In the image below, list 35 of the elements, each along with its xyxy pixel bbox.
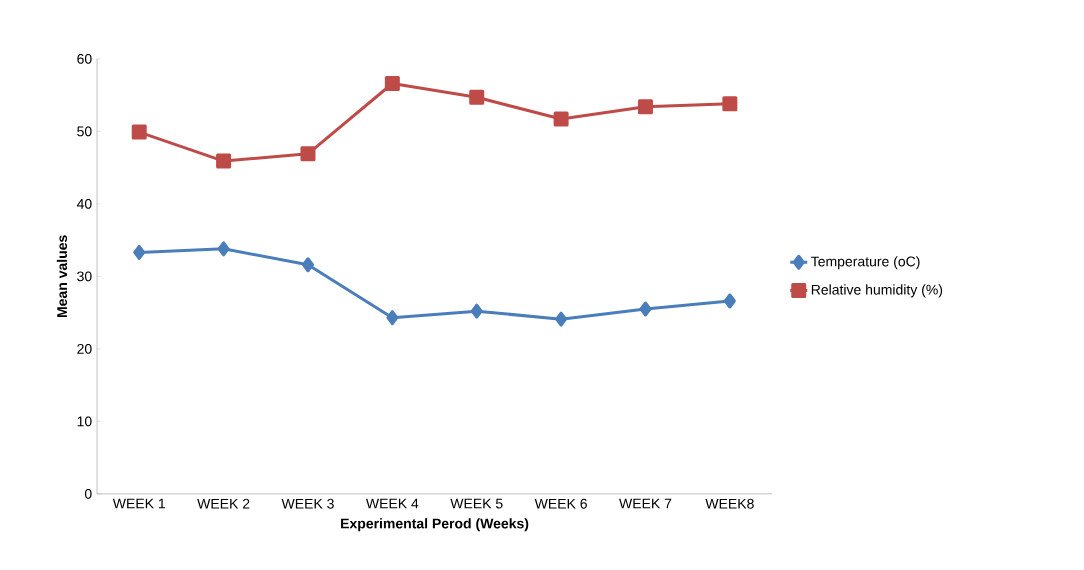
point bbox=[384, 76, 400, 92]
y-tick-label: 40 bbox=[76, 198, 92, 209]
point bbox=[217, 241, 230, 257]
x-tick-label: WEEK8 bbox=[705, 498, 754, 509]
x-tick-label: WEEK 7 bbox=[619, 498, 672, 509]
x-tick-label: WEEK 3 bbox=[281, 498, 334, 509]
legend-label: Relative humidity (%) bbox=[811, 284, 943, 298]
y-tick-label: 20 bbox=[77, 343, 92, 354]
x-tick-label: WEEK 1 bbox=[112, 498, 165, 509]
point bbox=[555, 311, 568, 327]
point bbox=[553, 111, 569, 127]
point bbox=[386, 310, 399, 326]
point bbox=[722, 96, 738, 112]
y-tick-label: 0 bbox=[84, 488, 92, 499]
y-tick-label: 30 bbox=[77, 271, 92, 282]
x-axis-title: Experimental Perod (Weeks) bbox=[341, 518, 529, 532]
point bbox=[216, 153, 232, 169]
x-tick-label: WEEK 6 bbox=[534, 498, 587, 509]
point bbox=[133, 244, 146, 260]
point bbox=[131, 124, 147, 140]
y-axis-title: Mean values bbox=[56, 235, 68, 318]
y-tick-label: 10 bbox=[77, 416, 92, 427]
point bbox=[637, 99, 653, 115]
point bbox=[301, 257, 314, 273]
point bbox=[469, 89, 485, 105]
point bbox=[470, 303, 483, 319]
x-tick-label: WEEK 5 bbox=[450, 498, 503, 509]
x-tick-label: WEEK 4 bbox=[365, 498, 419, 509]
point bbox=[300, 146, 316, 162]
point bbox=[639, 301, 652, 317]
x-tick-label: WEEK 2 bbox=[197, 498, 250, 509]
y-tick-label: 50 bbox=[77, 126, 92, 137]
legend-label: Temperature (oC) bbox=[811, 256, 920, 270]
point bbox=[723, 293, 736, 309]
y-tick-label: 60 bbox=[77, 53, 92, 64]
